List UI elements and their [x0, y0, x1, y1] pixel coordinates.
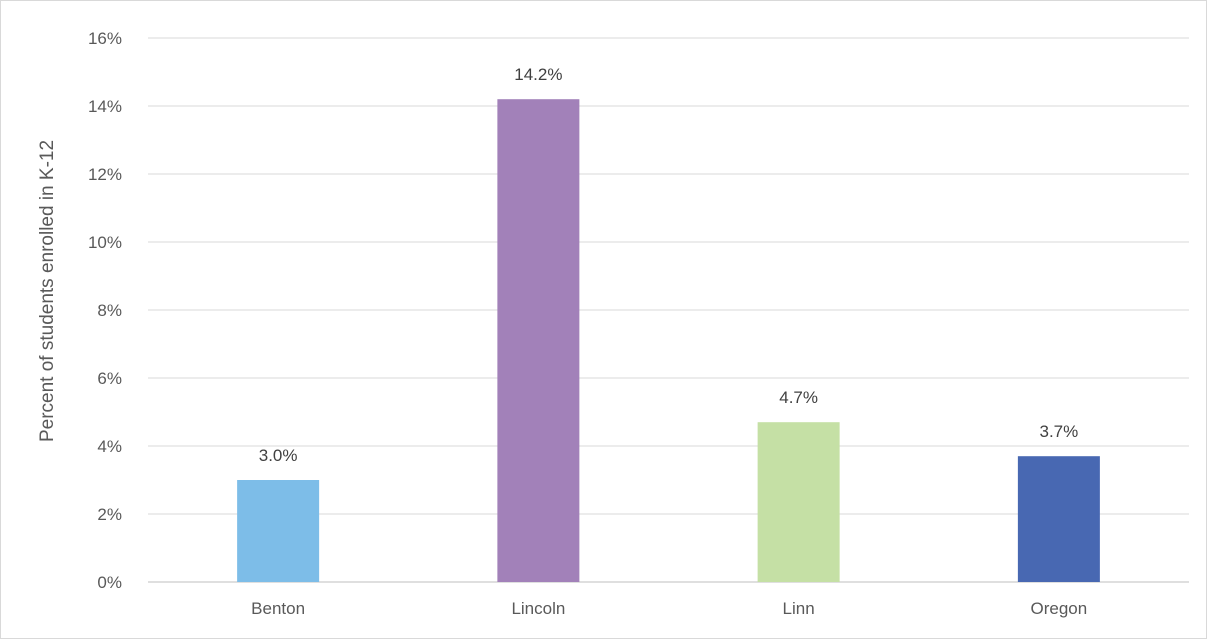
y-tick-label: 8% — [97, 301, 122, 320]
y-tick-label: 4% — [97, 437, 122, 456]
data-label: 3.0% — [259, 446, 298, 465]
data-label: 14.2% — [514, 65, 562, 84]
x-tick-label: Benton — [251, 599, 305, 618]
bar-linn — [757, 422, 840, 582]
data-label: 3.7% — [1040, 422, 1079, 441]
x-tick-label: Lincoln — [511, 599, 565, 618]
x-tick-label: Linn — [783, 599, 815, 618]
y-tick-label: 0% — [97, 573, 122, 592]
bars — [237, 99, 1100, 582]
x-tick-label: Oregon — [1031, 599, 1088, 618]
y-tick-label: 2% — [97, 505, 122, 524]
y-axis-title: Percent of students enrolled in K-12 — [37, 140, 58, 442]
y-tick-label: 12% — [88, 165, 122, 184]
data-labels: 3.0% 14.2% 4.7% 3.7% — [259, 65, 1079, 465]
y-tick-label: 14% — [88, 97, 122, 116]
y-axis-tick-labels: 0% 2% 4% 6% 8% 10% 12% 14% 16% — [88, 29, 122, 592]
y-tick-label: 16% — [88, 29, 122, 48]
bar-oregon — [1017, 456, 1100, 582]
bar-benton — [237, 480, 320, 582]
data-label: 4.7% — [779, 388, 818, 407]
x-axis-tick-labels: Benton Lincoln Linn Oregon — [251, 599, 1087, 618]
gridlines — [148, 37, 1189, 583]
y-tick-label: 10% — [88, 233, 122, 252]
bar-lincoln — [497, 99, 580, 582]
y-tick-label: 6% — [97, 369, 122, 388]
